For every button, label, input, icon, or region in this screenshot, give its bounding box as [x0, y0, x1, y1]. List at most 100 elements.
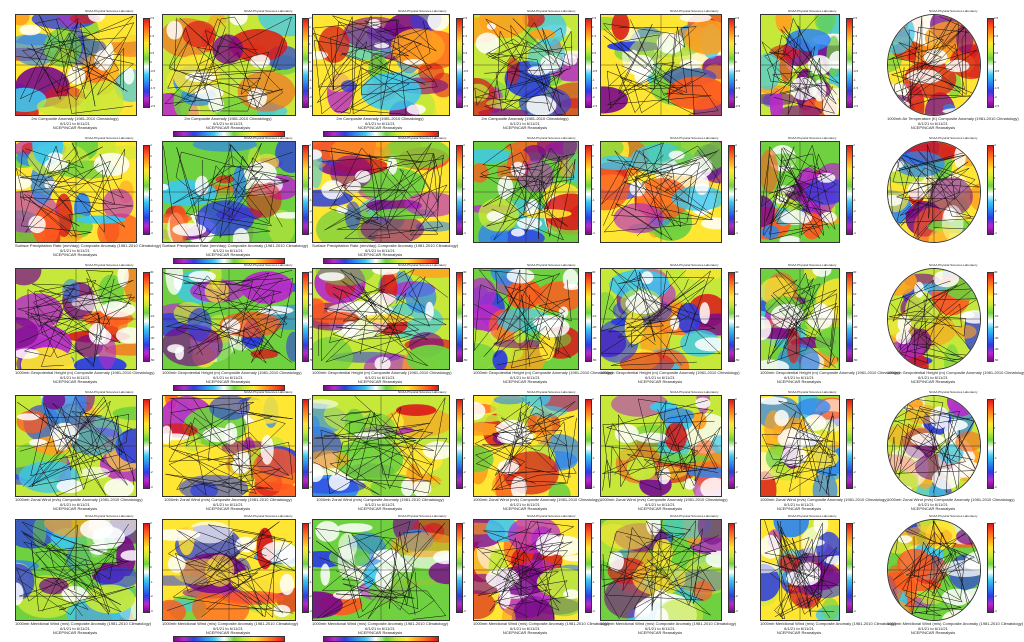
colorbar-tick: 0: [463, 441, 465, 445]
colorbar-tick: -2: [994, 209, 997, 213]
map-plot: [887, 519, 981, 621]
map-field: [163, 520, 295, 620]
colorbar-tick: -2: [463, 209, 466, 213]
colorbar-tick: -20: [592, 325, 597, 329]
colorbar-tick: 1.5: [994, 33, 999, 38]
colorbar: [302, 272, 309, 362]
map-caption: 1000mb Zonal Wind (m/s) Composite Anomal…: [600, 497, 728, 511]
colorbar-tick: 2: [463, 535, 465, 540]
colorbar: [728, 272, 735, 362]
colorbar-tick: -3: [309, 485, 312, 489]
colorbar-tick: -1: [994, 455, 997, 460]
map-field: [163, 142, 295, 242]
colorbar-tick: -1: [853, 77, 856, 82]
colorbar-tick: -3: [150, 485, 153, 489]
map-field: [888, 396, 980, 496]
colorbar-tick: -1: [994, 77, 997, 82]
colorbar-tick: 2: [994, 411, 996, 416]
colorbar-tick: -20: [735, 325, 740, 329]
colorbar-tick: 3: [592, 397, 594, 401]
colorbar-tick: -20: [150, 325, 155, 329]
map-field: [601, 142, 721, 242]
map-field: [888, 520, 980, 620]
colorbar-tick: 30: [309, 270, 313, 274]
colorbar-tick: -10: [463, 314, 468, 318]
colorbar-tick: -50: [309, 358, 313, 362]
colorbar: [987, 523, 994, 613]
map-caption: 1000mb Geopotential Height (m) Composite…: [887, 370, 1024, 384]
map-field: [761, 396, 839, 496]
lab-header: NOAA Physical Sciences Laboratory: [670, 390, 719, 394]
colorbar-tick: 0: [592, 60, 594, 64]
colorbar-tick: 2: [592, 24, 594, 29]
lab-header: NOAA Physical Sciences Laboratory: [244, 9, 293, 13]
map-plot: [162, 141, 296, 243]
lab-header: NOAA Physical Sciences Laboratory: [527, 514, 576, 518]
horizontal-colorbar: [322, 636, 440, 642]
map-field: [761, 520, 839, 620]
colorbar-tick: -1: [463, 198, 466, 202]
colorbar-tick: 2: [309, 411, 311, 416]
colorbar-tick: -3: [735, 220, 738, 224]
lab-header: NOAA Physical Sciences Laboratory: [398, 514, 447, 518]
map-field: [888, 15, 980, 115]
map-field: [313, 269, 449, 369]
colorbar-tick: 1: [994, 176, 996, 180]
colorbar-tick: 0: [994, 187, 996, 191]
colorbar-tick: -3: [853, 485, 856, 489]
colorbar-tick: -2: [853, 470, 856, 475]
colorbar-tick: 30: [592, 270, 596, 274]
colorbar: [987, 399, 994, 489]
colorbar-tick: -2.5: [592, 104, 598, 108]
colorbar-tick: 0: [463, 60, 465, 64]
colorbar-tick: 1: [463, 426, 465, 431]
map-field: [601, 396, 721, 496]
colorbar-tick: 2: [150, 165, 152, 169]
colorbar-tick: 1: [150, 426, 152, 431]
colorbar-tick: 3: [309, 154, 311, 158]
colorbar-tick: -2.5: [853, 104, 859, 108]
colorbar-tick: -4: [150, 231, 153, 235]
map-field: [313, 15, 449, 115]
colorbar-tick: -1: [309, 198, 312, 202]
map-field: [761, 15, 839, 115]
colorbar-tick: -20: [994, 325, 999, 329]
colorbar-tick: 2: [994, 535, 996, 540]
colorbar-tick: 0: [309, 60, 311, 64]
colorbar-tick: -2: [735, 470, 738, 475]
colorbar: [728, 145, 735, 235]
colorbar-tick: 30: [994, 270, 998, 274]
colorbar-tick: -2.5: [309, 104, 314, 108]
colorbar-tick: 1: [463, 42, 465, 47]
colorbar-tick: -1: [735, 77, 738, 82]
map-plot: [473, 519, 579, 621]
colorbar-tick: -40: [592, 347, 597, 351]
colorbar-tick: 3: [463, 521, 465, 525]
colorbar-tick: -1: [463, 455, 466, 460]
colorbar-tick: 2: [994, 24, 996, 29]
colorbar: [456, 145, 463, 235]
colorbar-tick: -2.5: [150, 104, 156, 108]
map-caption: 1000mb Meridional Wind (m/s) Composite A…: [887, 621, 1024, 635]
colorbar-tick: 30: [150, 270, 154, 274]
colorbar-tick: 10: [994, 292, 998, 296]
colorbar-tick: -3: [994, 485, 997, 489]
colorbar-tick: 0.5: [994, 51, 999, 56]
colorbar-tick: -40: [463, 347, 468, 351]
colorbar-tick: 30: [463, 270, 467, 274]
lab-header: NOAA Physical Sciences Laboratory: [85, 263, 134, 267]
lab-header: NOAA Physical Sciences Laboratory: [244, 136, 293, 140]
colorbar-tick: -1: [150, 579, 153, 584]
colorbar-tick: -2: [592, 209, 595, 213]
colorbar-tick: -1: [463, 579, 466, 584]
lab-header: NOAA Physical Sciences Laboratory: [929, 136, 978, 140]
lab-header: NOAA Physical Sciences Laboratory: [670, 514, 719, 518]
map-plot: [312, 14, 450, 116]
colorbar-tick: -1: [592, 579, 595, 584]
colorbar-tick: -2: [994, 594, 997, 599]
map-plot: [887, 14, 981, 116]
colorbar-tick: 2: [735, 411, 737, 416]
map-caption: 1000mb Meridional Wind (m/s) Composite A…: [473, 621, 610, 635]
colorbar-tick: 0: [853, 303, 855, 307]
colorbar-tick: 3: [853, 397, 855, 401]
